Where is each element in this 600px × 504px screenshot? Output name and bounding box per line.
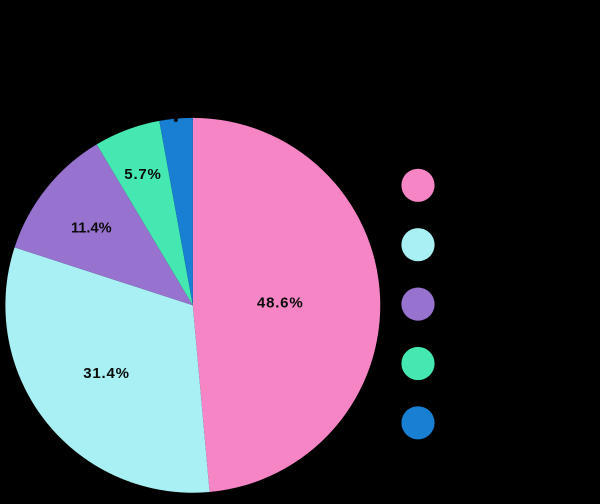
- svg-text:31.4%: 31.4%: [83, 365, 130, 382]
- svg-text:48.6%: 48.6%: [257, 295, 304, 312]
- svg-text:11.4%: 11.4%: [71, 220, 112, 236]
- svg-text:5.7%: 5.7%: [124, 166, 161, 183]
